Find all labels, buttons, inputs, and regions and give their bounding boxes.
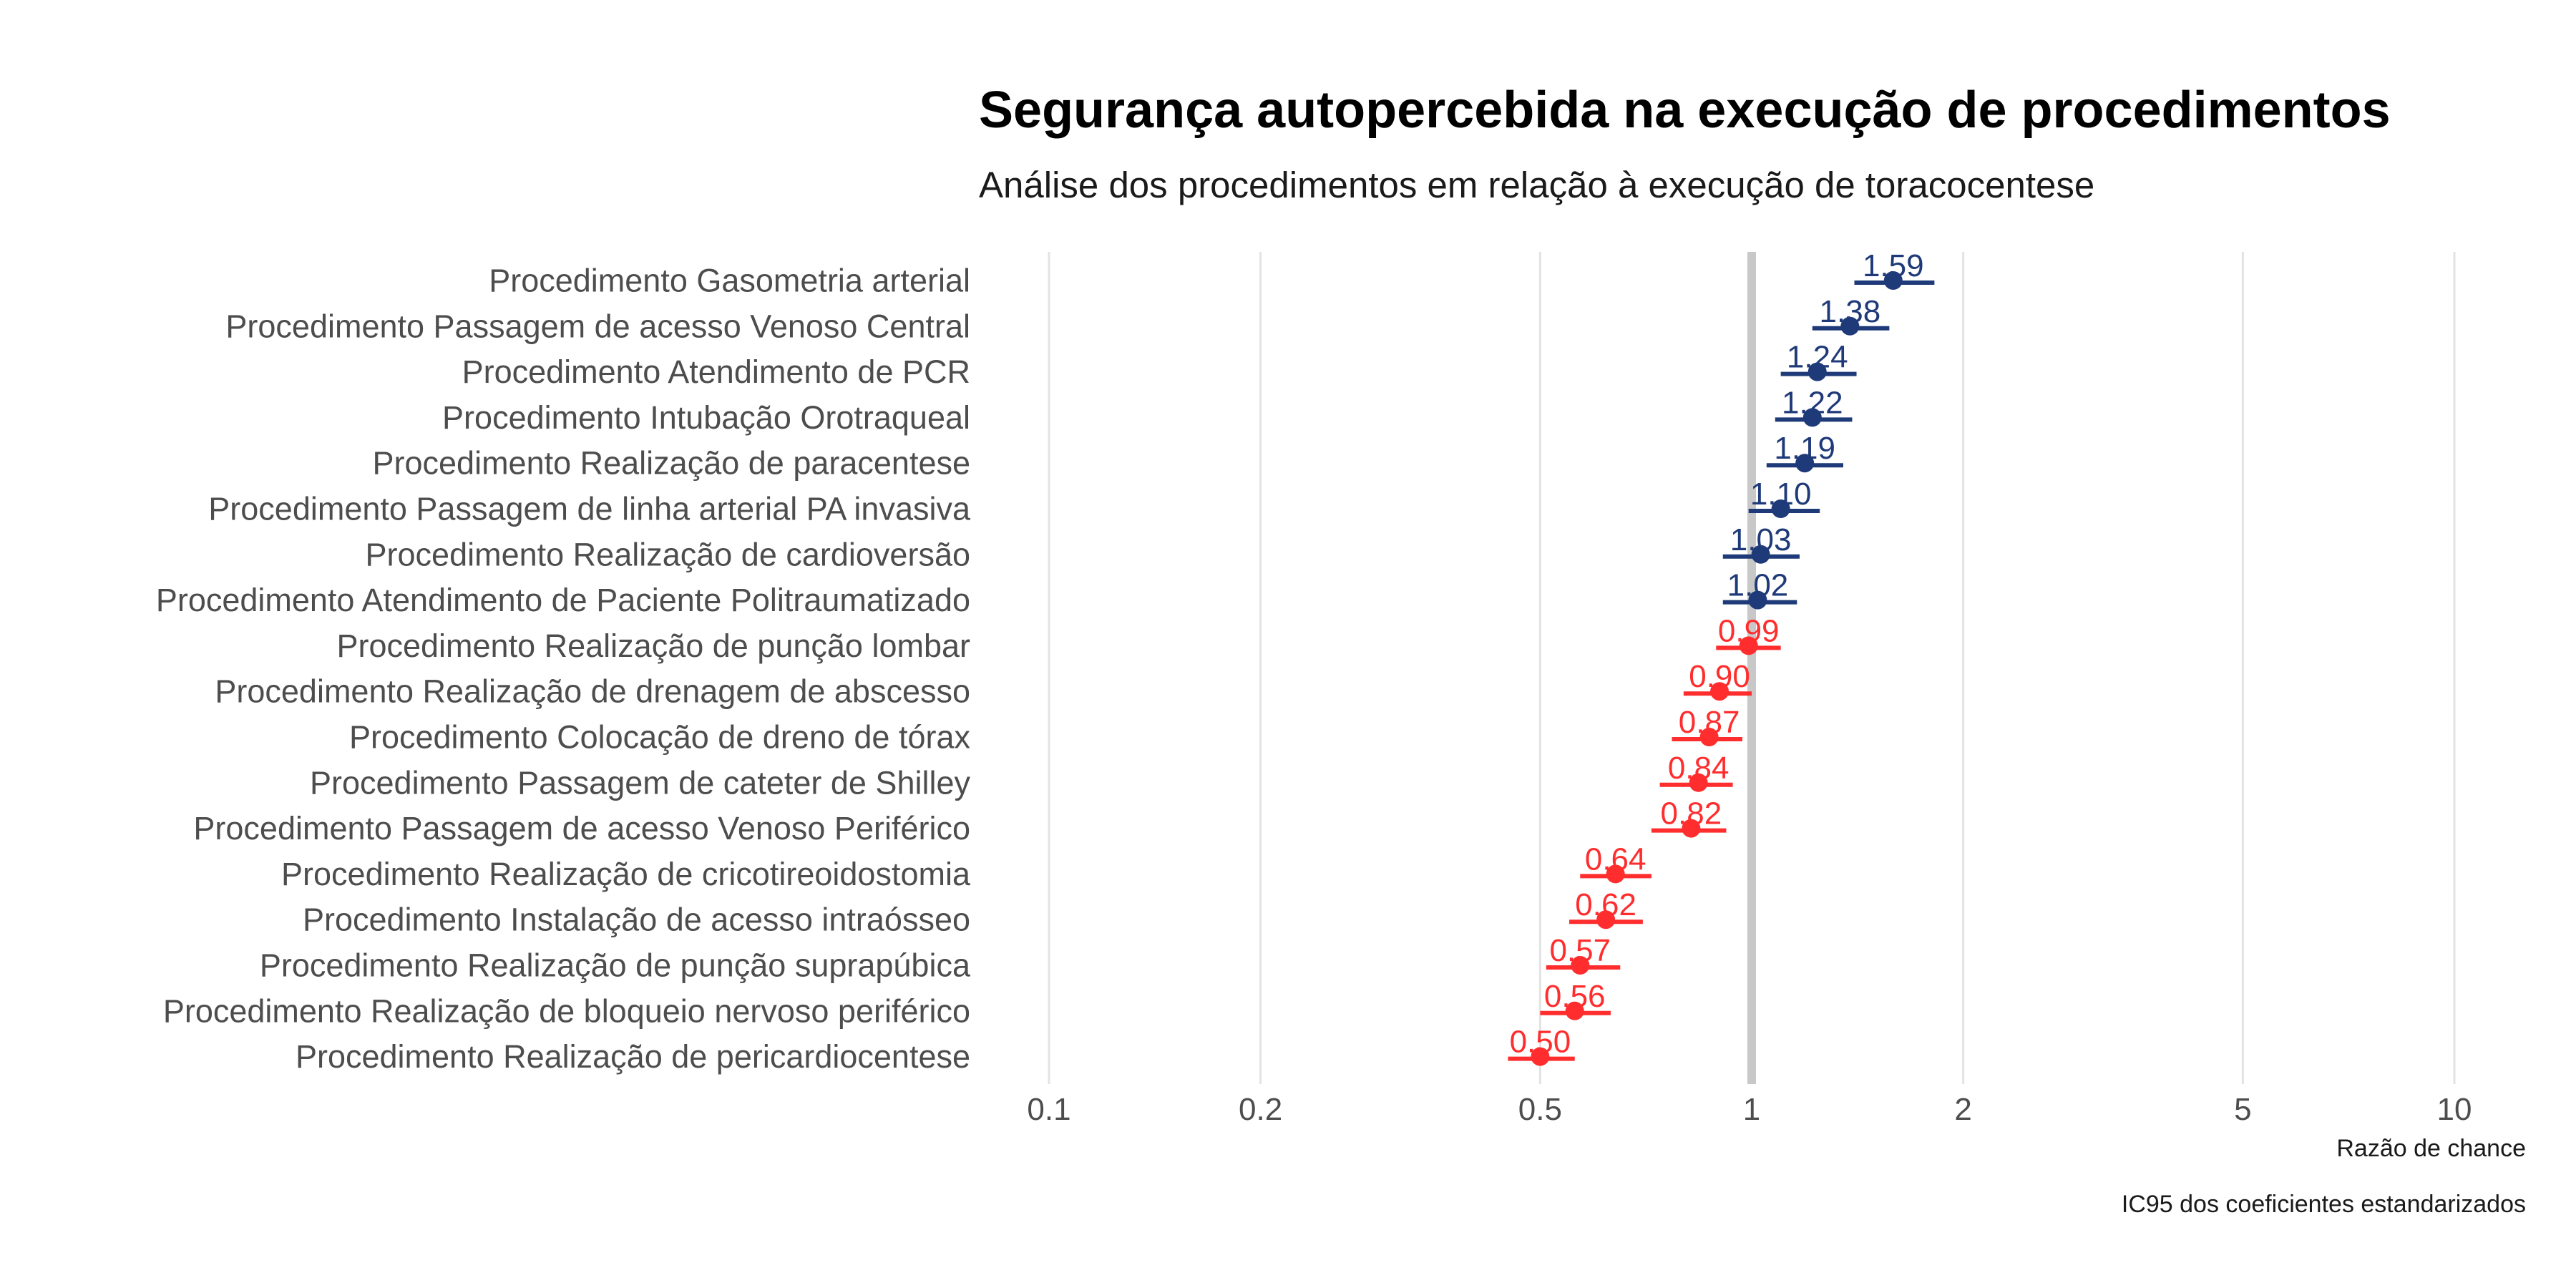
category-label: Procedimento Passagem de linha arterial …: [208, 491, 971, 527]
x-tick-label: 0.5: [1518, 1092, 1562, 1127]
category-label: Procedimento Realização de drenagem de a…: [215, 673, 970, 710]
x-tick-label: 0.2: [1239, 1092, 1282, 1127]
value-label: 0.99: [1718, 613, 1780, 648]
point-estimate: [1840, 316, 1860, 336]
category-label: Procedimento Atendimento de Paciente Pol…: [156, 582, 970, 618]
estimate-row: 0.87: [1672, 705, 1743, 746]
category-label: Procedimento Intubação Orotraqueal: [442, 399, 970, 436]
x-tick-label: 1: [1743, 1092, 1760, 1127]
estimate-row: 1.03: [1722, 522, 1800, 564]
category-label: Procedimento Realização de cardioversão: [366, 536, 970, 572]
value-label: 1.22: [1782, 385, 1843, 420]
x-tick-label: 10: [2437, 1092, 2472, 1127]
chart-title: Segurança autopercebida na execução de p…: [979, 82, 2391, 139]
point-estimate: [1739, 636, 1758, 655]
value-label: 0.57: [1549, 933, 1611, 968]
category-label: Procedimento Gasometria arterial: [489, 263, 970, 299]
chart-subtitle: Análise dos procedimentos em relação à e…: [979, 165, 2094, 205]
value-label: 0.87: [1679, 705, 1740, 740]
estimate-row: 0.50: [1508, 1025, 1575, 1066]
value-label: 1.19: [1774, 431, 1835, 466]
x-tick-label: 5: [2234, 1092, 2251, 1127]
value-label: 1.24: [1787, 340, 1848, 375]
estimate-row: 1.19: [1766, 431, 1843, 473]
estimate-row: 1.24: [1780, 340, 1857, 381]
value-label: 1.38: [1820, 294, 1881, 329]
estimate-row: 0.99: [1716, 613, 1781, 655]
point-estimate: [1771, 499, 1790, 518]
value-label: 0.82: [1661, 796, 1722, 831]
value-label: 1.02: [1727, 568, 1789, 603]
estimate-row: 1.02: [1722, 568, 1797, 610]
category-label: Procedimento Realização de bloqueio nerv…: [163, 992, 970, 1029]
category-label: Procedimento Atendimento de PCR: [462, 353, 970, 390]
value-label: 0.84: [1668, 751, 1729, 786]
estimate-row: 1.10: [1748, 477, 1820, 518]
category-label: Procedimento Realização de pericardiocen…: [296, 1038, 970, 1075]
estimate-row: 1.59: [1854, 248, 1935, 290]
estimate-row: 0.84: [1659, 751, 1733, 792]
point-estimate: [1682, 819, 1701, 838]
value-label: 0.64: [1585, 841, 1646, 877]
category-label: Procedimento Instalação de acesso intraó…: [303, 902, 970, 938]
point-estimate: [1571, 956, 1590, 975]
point-estimate: [1807, 362, 1827, 381]
value-label: 0.90: [1689, 659, 1750, 694]
estimates: 1.59 1.38 1.24 1.22 1.19 1.10 1.03 1.02 0.99 0.90…: [1508, 248, 1935, 1066]
value-label: 0.56: [1544, 979, 1606, 1014]
value-label: 1.03: [1730, 522, 1792, 557]
point-estimate: [1689, 773, 1708, 792]
x-axis-title: Razão de chance: [2336, 1135, 2526, 1162]
point-estimate: [1751, 545, 1770, 564]
point-estimate: [1606, 864, 1625, 884]
category-label: Procedimento Passagem de cateter de Shil…: [310, 764, 971, 801]
estimate-row: 1.38: [1812, 294, 1890, 336]
value-label: 0.62: [1575, 887, 1636, 922]
chart-caption: IC95 dos coeficientes estandarizados: [2122, 1191, 2526, 1218]
x-tick-label: 2: [1954, 1092, 1971, 1127]
point-estimate: [1531, 1047, 1550, 1066]
x-axis-ticks: 0.1 0.2 0.5 1 2 5 10: [1027, 1092, 2472, 1127]
category-label: Procedimento Realização de cricotireoido…: [281, 856, 971, 892]
point-estimate: [1883, 271, 1903, 290]
y-axis-labels: Procedimento Gasometria arterial Procedim…: [156, 263, 971, 1075]
point-estimate: [1802, 408, 1822, 427]
estimate-row: 0.82: [1651, 796, 1727, 838]
estimate-row: 0.56: [1540, 979, 1611, 1020]
estimate-row: 0.64: [1580, 841, 1652, 884]
point-estimate: [1699, 728, 1719, 746]
x-tick-label: 0.1: [1027, 1092, 1070, 1127]
value-label: 1.10: [1750, 477, 1812, 512]
estimate-row: 1.22: [1775, 385, 1853, 427]
category-label: Procedimento Realização de punção suprap…: [260, 947, 971, 984]
category-label: Procedimento Passagem de acesso Venoso C…: [225, 308, 970, 344]
point-estimate: [1795, 454, 1815, 473]
category-label: Procedimento Realização de paracentese: [372, 445, 970, 482]
estimate-row: 0.57: [1546, 933, 1621, 975]
value-label: 0.50: [1510, 1025, 1571, 1060]
estimate-row: 0.62: [1569, 887, 1643, 930]
point-estimate: [1710, 682, 1729, 701]
value-label: 1.59: [1863, 248, 1924, 283]
point-estimate: [1565, 1001, 1584, 1020]
point-estimate: [1596, 910, 1616, 930]
category-label: Procedimento Passagem de acesso Venoso P…: [193, 810, 970, 847]
point-estimate: [1748, 590, 1767, 610]
category-label: Procedimento Realização de punção lombar: [336, 628, 970, 664]
estimate-row: 0.90: [1683, 659, 1752, 701]
category-label: Procedimento Colocação de dreno de tórax: [349, 719, 971, 756]
